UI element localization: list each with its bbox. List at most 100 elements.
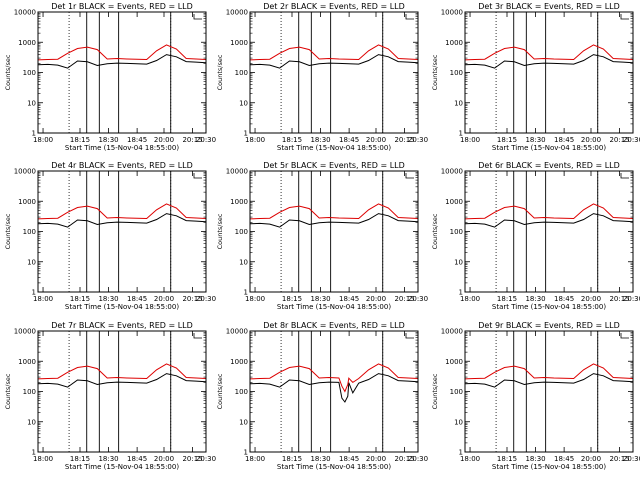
series-line-events bbox=[464, 213, 634, 228]
plot-frame bbox=[464, 170, 634, 293]
x-tick-label: 20:30 bbox=[408, 136, 428, 144]
series-line-lld bbox=[37, 363, 207, 380]
corner-marker bbox=[620, 14, 629, 20]
x-axis-label: Start Time (15-Nov-04 18:55:00) bbox=[65, 144, 179, 152]
x-tick-label: 20:30 bbox=[196, 295, 216, 303]
x-tick-label: 18:00 bbox=[460, 295, 480, 303]
x-tick-label: 18:15 bbox=[497, 136, 517, 144]
y-tick-label: 100 bbox=[23, 228, 36, 236]
x-tick-label: 18:45 bbox=[127, 455, 147, 463]
y-tick-label: 1 bbox=[244, 289, 248, 297]
x-tick-label: 18:45 bbox=[127, 295, 147, 303]
y-tick-label: 10000 bbox=[441, 168, 463, 176]
y-tick-label: 10000 bbox=[441, 9, 463, 17]
panel-title: Det 8r BLACK = Events, RED = LLD bbox=[263, 321, 405, 330]
y-tick-label: 100 bbox=[235, 388, 248, 396]
y-tick-label: 10 bbox=[27, 258, 36, 266]
y-tick-label: 1 bbox=[32, 130, 36, 138]
series-line-lld bbox=[37, 203, 207, 220]
series-line-lld bbox=[464, 363, 634, 380]
x-tick-label: 18:45 bbox=[339, 455, 359, 463]
y-axis-label: Counts/sec bbox=[4, 373, 12, 409]
y-tick-label: 1 bbox=[459, 130, 463, 138]
panel-title: Det 3r BLACK = Events, RED = LLD bbox=[478, 2, 620, 11]
y-tick-label: 100 bbox=[235, 228, 248, 236]
panel-title: Det 6r BLACK = Events, RED = LLD bbox=[478, 161, 620, 170]
y-tick-label: 1 bbox=[32, 449, 36, 457]
x-tick-label: 18:15 bbox=[282, 455, 302, 463]
x-axis-label: Start Time (15-Nov-04 18:55:00) bbox=[492, 303, 606, 311]
series-line-events bbox=[37, 54, 207, 69]
corner-marker bbox=[620, 173, 629, 179]
x-tick-label: 18:15 bbox=[282, 136, 302, 144]
y-tick-label: 10000 bbox=[226, 168, 248, 176]
y-tick-label: 1000 bbox=[18, 358, 36, 366]
y-tick-label: 100 bbox=[450, 228, 463, 236]
x-tick-label: 20:30 bbox=[408, 455, 428, 463]
x-tick-label: 20:00 bbox=[366, 455, 386, 463]
y-tick-label: 100 bbox=[23, 388, 36, 396]
x-tick-label: 18:30 bbox=[525, 136, 545, 144]
panel-title: Det 7r BLACK = Events, RED = LLD bbox=[51, 321, 193, 330]
y-tick-label: 10000 bbox=[14, 9, 36, 17]
y-tick-label: 1 bbox=[32, 289, 36, 297]
series-line-events bbox=[464, 373, 634, 388]
y-axis-label: Counts/sec bbox=[216, 373, 224, 409]
x-tick-label: 20:00 bbox=[366, 295, 386, 303]
y-axis-label: Counts/sec bbox=[216, 213, 224, 249]
y-axis-label: Counts/sec bbox=[4, 54, 12, 90]
y-tick-label: 10000 bbox=[441, 328, 463, 336]
y-axis-label: Counts/sec bbox=[4, 213, 12, 249]
series-line-events bbox=[249, 213, 419, 228]
y-axis-label: Counts/sec bbox=[431, 54, 439, 90]
corner-marker bbox=[193, 333, 202, 339]
detector-panel: Det 6r BLACK = Events, RED = LLD 1 10 100 10… bbox=[431, 161, 640, 311]
y-tick-label: 10 bbox=[454, 418, 463, 426]
plot-frame bbox=[464, 11, 634, 134]
series-line-events bbox=[249, 373, 419, 403]
detector-panel: Det 8r BLACK = Events, RED = LLD 1 10 100 10… bbox=[216, 321, 428, 471]
x-tick-label: 18:45 bbox=[554, 295, 574, 303]
x-axis-label: Start Time (15-Nov-04 18:55:00) bbox=[65, 463, 179, 471]
y-tick-label: 1000 bbox=[230, 39, 248, 47]
y-tick-label: 10 bbox=[239, 99, 248, 107]
x-tick-label: 20:00 bbox=[154, 136, 174, 144]
series-line-events bbox=[249, 54, 419, 69]
series-line-events bbox=[464, 54, 634, 69]
x-tick-label: 18:15 bbox=[70, 455, 90, 463]
x-tick-label: 20:30 bbox=[623, 136, 640, 144]
x-tick-label: 18:30 bbox=[310, 295, 330, 303]
x-tick-label: 20:00 bbox=[581, 295, 601, 303]
x-axis-label: Start Time (15-Nov-04 18:55:00) bbox=[65, 303, 179, 311]
detector-panel: Det 4r BLACK = Events, RED = LLD 1 10 100 10… bbox=[4, 161, 216, 311]
x-tick-label: 18:45 bbox=[339, 295, 359, 303]
y-tick-label: 1 bbox=[244, 130, 248, 138]
x-tick-label: 18:00 bbox=[33, 136, 53, 144]
detector-panel: Det 5r BLACK = Events, RED = LLD 1 10 100 10… bbox=[216, 161, 428, 311]
y-tick-label: 100 bbox=[450, 388, 463, 396]
x-axis-label: Start Time (15-Nov-04 18:55:00) bbox=[492, 463, 606, 471]
corner-marker bbox=[193, 14, 202, 20]
y-tick-label: 10 bbox=[239, 418, 248, 426]
panel-title: Det 5r BLACK = Events, RED = LLD bbox=[263, 161, 405, 170]
x-tick-label: 20:15 bbox=[182, 295, 202, 303]
x-tick-label: 20:15 bbox=[394, 455, 414, 463]
plot-frame bbox=[464, 330, 634, 453]
x-tick-label: 18:15 bbox=[70, 136, 90, 144]
y-tick-label: 1000 bbox=[445, 358, 463, 366]
x-tick-label: 20:30 bbox=[196, 136, 216, 144]
series-line-events bbox=[37, 213, 207, 228]
y-tick-label: 1000 bbox=[18, 39, 36, 47]
x-tick-label: 20:00 bbox=[581, 455, 601, 463]
x-tick-label: 18:00 bbox=[245, 295, 265, 303]
x-tick-label: 18:00 bbox=[33, 295, 53, 303]
detector-panel: Det 1r BLACK = Events, RED = LLD 1 10 100 10… bbox=[4, 2, 216, 152]
y-tick-label: 1000 bbox=[445, 198, 463, 206]
y-tick-label: 100 bbox=[450, 69, 463, 77]
x-tick-label: 20:30 bbox=[408, 295, 428, 303]
y-tick-label: 1000 bbox=[230, 358, 248, 366]
x-tick-label: 20:15 bbox=[609, 455, 629, 463]
x-tick-label: 18:45 bbox=[554, 455, 574, 463]
detector-panel: Det 9r BLACK = Events, RED = LLD 1 10 100 10… bbox=[431, 321, 640, 471]
